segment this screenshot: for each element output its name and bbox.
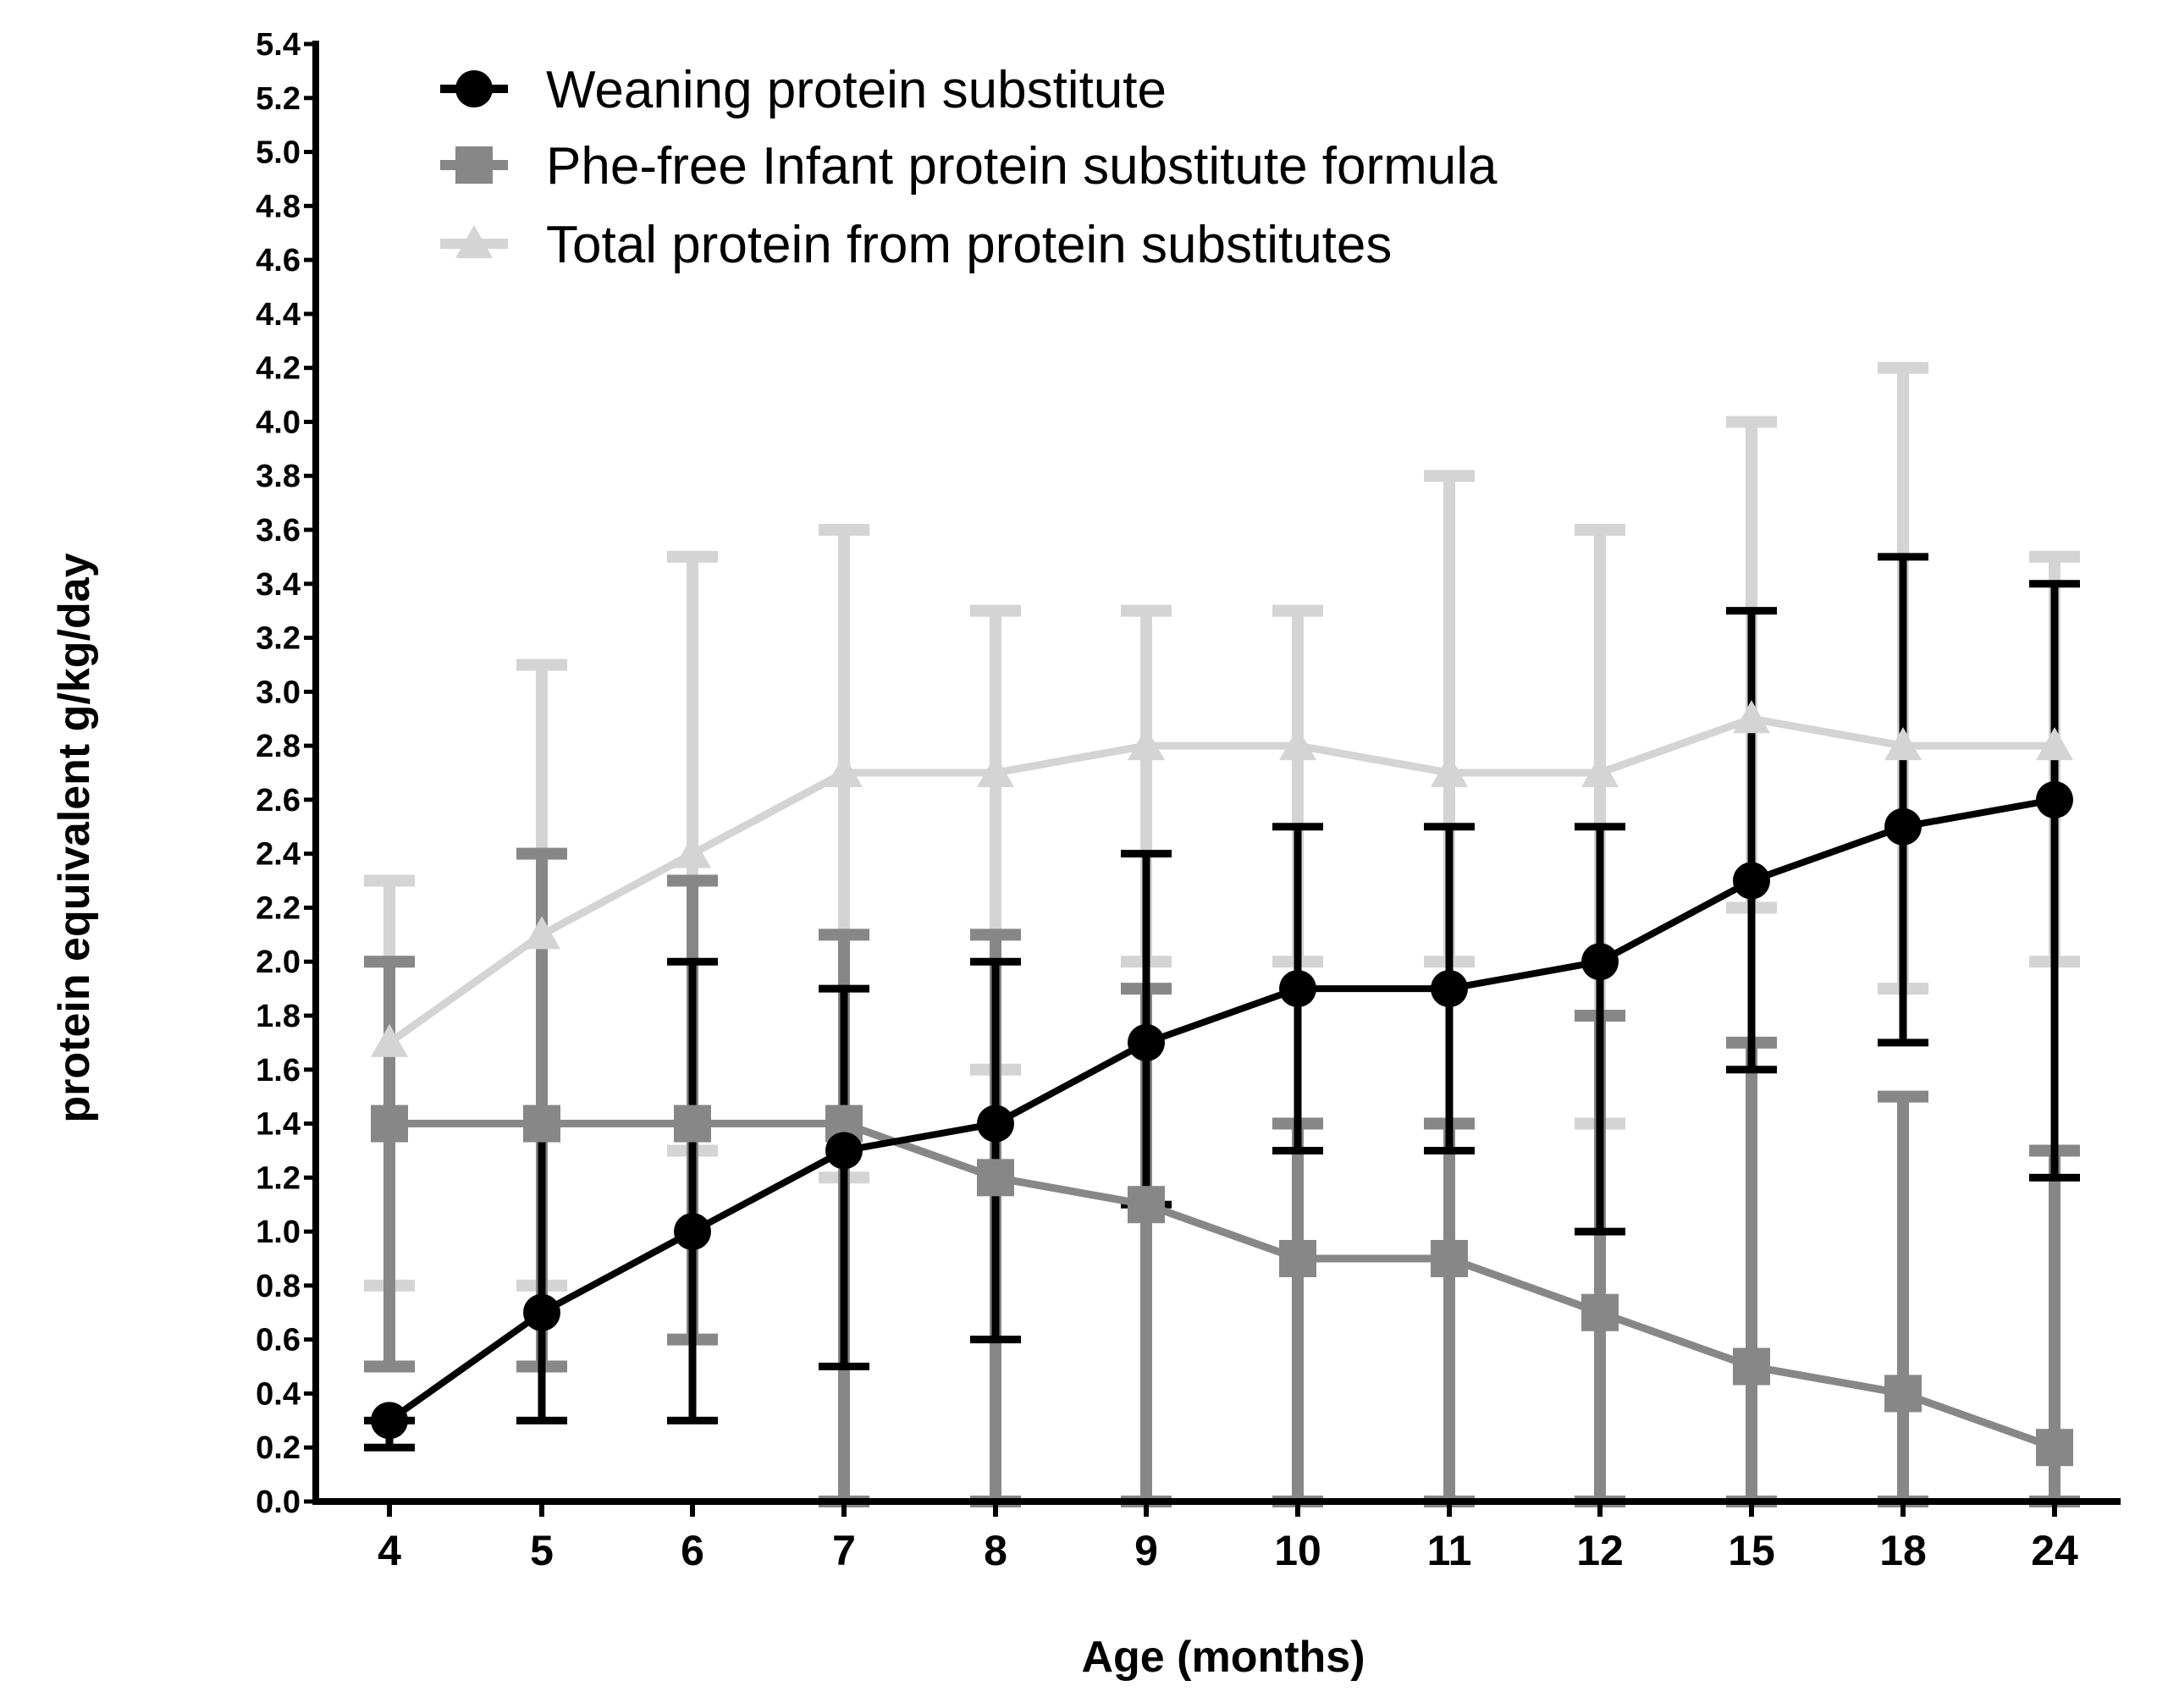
y-tick-label: 1.8 bbox=[256, 999, 301, 1034]
x-tick-label: 24 bbox=[2031, 1527, 2078, 1574]
weaning-protein-substitute-point bbox=[1581, 943, 1619, 981]
legend-phe-free-infant-protein-substitute-formula-marker bbox=[455, 146, 493, 184]
weaning-protein-substitute-point bbox=[1431, 970, 1468, 1008]
total-protein-from-protein-substitutes-point bbox=[674, 835, 711, 868]
legend: Weaning protein substitute Phe-free Infan… bbox=[440, 61, 1498, 274]
phe-free-infant-protein-substitute-formula-point bbox=[1431, 1240, 1468, 1277]
legend-total-protein-from-protein-substitutes-marker bbox=[455, 225, 493, 258]
y-tick-label: 5.4 bbox=[256, 27, 301, 63]
y-tick-label: 1.2 bbox=[256, 1160, 301, 1196]
phe-free-infant-protein-substitute-formula-point bbox=[1884, 1375, 1922, 1413]
markers-layer bbox=[371, 700, 2073, 1467]
y-tick-label: 2.8 bbox=[256, 729, 301, 764]
y-tick-label: 2.2 bbox=[256, 890, 301, 926]
y-tick-label: 0.8 bbox=[256, 1269, 301, 1304]
y-tick-label: 3.8 bbox=[256, 459, 301, 494]
y-tick-label: 0.4 bbox=[256, 1376, 301, 1412]
total-protein-from-protein-substitutes-point bbox=[1279, 727, 1316, 761]
phe-free-infant-protein-substitute-formula-point bbox=[977, 1159, 1014, 1197]
total-protein-from-protein-substitutes-point bbox=[523, 916, 560, 950]
y-tick-label: 3.0 bbox=[256, 675, 301, 710]
total-protein-from-protein-substitutes-point bbox=[371, 1023, 408, 1057]
series-lines-layer bbox=[387, 714, 2056, 1452]
weaning-protein-substitute-point bbox=[371, 1402, 408, 1440]
total-protein-from-protein-substitutes-point bbox=[977, 754, 1014, 787]
legend-total-protein-from-protein-substitutes-label: Total protein from protein substitutes bbox=[546, 216, 1392, 274]
y-tick-label: 2.0 bbox=[256, 945, 301, 980]
weaning-protein-substitute-point bbox=[2036, 780, 2073, 818]
total-protein-from-protein-substitutes-point bbox=[825, 754, 863, 787]
y-tick-label: 4.4 bbox=[256, 297, 301, 333]
x-tick-label: 11 bbox=[1427, 1527, 1472, 1574]
x-tick-label: 6 bbox=[681, 1527, 704, 1574]
y-tick-label: 5.0 bbox=[256, 135, 301, 171]
x-tick-label: 18 bbox=[1879, 1527, 1927, 1574]
legend-weaning-protein-substitute-marker bbox=[455, 70, 493, 107]
y-tick-label: 2.6 bbox=[256, 783, 301, 818]
legend-weaning-protein-substitute-label: Weaning protein substitute bbox=[546, 61, 1167, 119]
x-axis-title: Age (months) bbox=[1081, 1633, 1365, 1682]
y-tick-label: 0.0 bbox=[256, 1485, 301, 1520]
y-tick-label: 1.4 bbox=[256, 1107, 301, 1143]
y-tick-label: 1.0 bbox=[256, 1215, 301, 1250]
y-tick-label: 4.6 bbox=[256, 243, 301, 278]
phe-free-infant-protein-substitute-formula-point bbox=[523, 1105, 560, 1143]
weaning-protein-substitute-point bbox=[1733, 862, 1770, 900]
y-tick-label: 4.2 bbox=[256, 351, 301, 387]
x-tick-label: 9 bbox=[1134, 1527, 1158, 1574]
y-tick-label: 3.2 bbox=[256, 621, 301, 657]
phe-free-infant-protein-substitute-formula-point bbox=[1733, 1347, 1770, 1386]
total-protein-from-protein-substitutes-point bbox=[1128, 727, 1165, 761]
weaning-protein-substitute-point bbox=[1884, 807, 1922, 846]
y-tick-label: 0.2 bbox=[256, 1430, 301, 1466]
phe-free-infant-protein-substitute-formula-point bbox=[1128, 1186, 1165, 1224]
weaning-protein-substitute-point bbox=[1279, 970, 1316, 1008]
weaning-protein-substitute-line bbox=[387, 796, 2055, 1424]
total-protein-from-protein-substitutes-point bbox=[1733, 700, 1770, 734]
total-protein-from-protein-substitutes-point bbox=[1884, 727, 1922, 761]
x-tick-label: 4 bbox=[378, 1527, 401, 1574]
legend-phe-free-infant-protein-substitute-formula-label: Phe-free Infant protein substitute formu… bbox=[546, 137, 1498, 196]
phe-free-infant-protein-substitute-formula-point bbox=[1581, 1293, 1619, 1331]
total-protein-from-protein-substitutes-point bbox=[2036, 727, 2073, 761]
y-axis-title: protein equivalent g/kg/day bbox=[50, 553, 99, 1122]
total-protein-from-protein-substitutes-point bbox=[1431, 754, 1468, 787]
y-tick-label: 2.4 bbox=[256, 837, 301, 873]
phe-free-infant-protein-substitute-formula-point bbox=[2036, 1429, 2073, 1467]
x-tick-label: 10 bbox=[1274, 1527, 1321, 1574]
weaning-protein-substitute-point bbox=[1128, 1023, 1165, 1061]
weaning-protein-substitute-point bbox=[977, 1105, 1014, 1143]
y-tick-label: 0.6 bbox=[256, 1323, 301, 1358]
x-tick-label: 5 bbox=[530, 1527, 554, 1574]
x-tick-label: 8 bbox=[984, 1527, 1007, 1574]
y-tick-label: 4.0 bbox=[256, 405, 301, 440]
total-protein-from-protein-substitutes-point bbox=[1581, 754, 1619, 787]
weaning-protein-substitute-point bbox=[523, 1293, 560, 1331]
axes-layer: 0.0 0.2 0.4 0.6 0.8 1.0 1.2 1.4 1.6 1.8 2.0 2.2 2.4 2… bbox=[256, 27, 2121, 1574]
weaning-protein-substitute-point bbox=[825, 1132, 863, 1170]
y-tick-label: 3.4 bbox=[256, 567, 301, 603]
y-tick-label: 3.6 bbox=[256, 513, 301, 548]
x-tick-label: 7 bbox=[832, 1527, 856, 1574]
error-bars-layer bbox=[364, 361, 2080, 1507]
total-protein-from-protein-substitutes-line bbox=[387, 714, 2055, 1046]
y-tick-label: 5.2 bbox=[256, 81, 301, 117]
y-tick-label: 1.6 bbox=[256, 1053, 301, 1088]
phe-free-infant-protein-substitute-formula-line bbox=[389, 1120, 2056, 1452]
x-tick-label: 12 bbox=[1576, 1527, 1624, 1574]
y-tick-label: 4.8 bbox=[256, 189, 301, 224]
phe-free-infant-protein-substitute-formula-point bbox=[371, 1105, 408, 1143]
phe-free-infant-protein-substitute-formula-point bbox=[1279, 1240, 1316, 1277]
phe-free-infant-protein-substitute-formula-point bbox=[674, 1105, 711, 1143]
x-tick-label: 15 bbox=[1728, 1527, 1775, 1574]
weaning-protein-substitute-point bbox=[674, 1213, 711, 1251]
